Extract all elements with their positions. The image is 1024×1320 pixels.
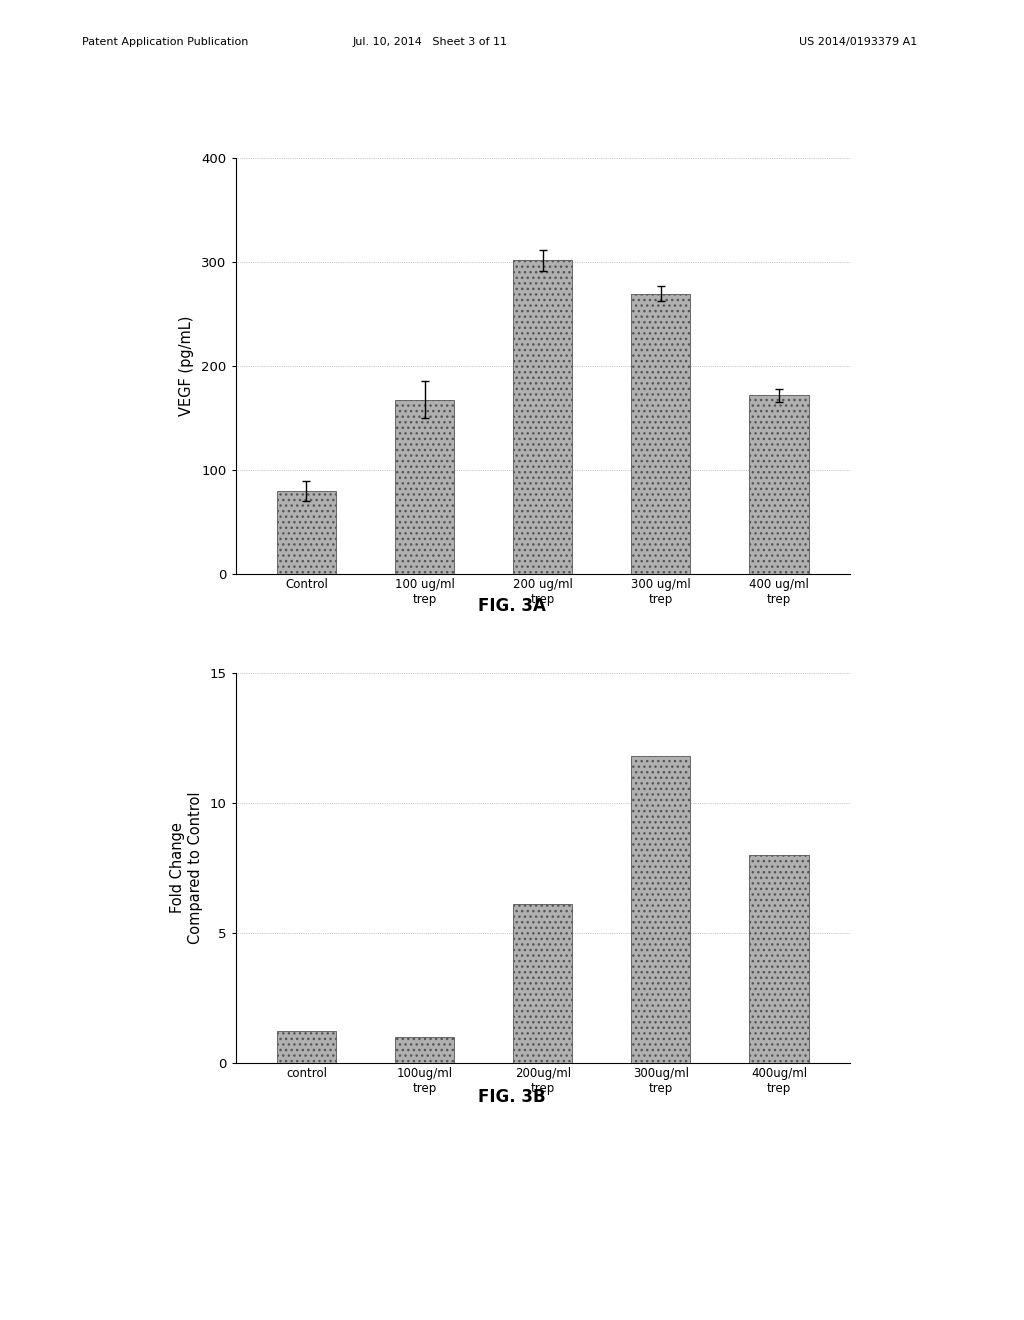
Text: Patent Application Publication: Patent Application Publication — [82, 37, 248, 48]
Bar — [395, 1036, 454, 1063]
Bar — [750, 396, 809, 574]
Bar — [632, 756, 690, 1063]
Bar — [395, 400, 454, 574]
Text: US 2014/0193379 A1: US 2014/0193379 A1 — [799, 37, 916, 48]
Text: FIG. 3A: FIG. 3A — [478, 597, 546, 615]
Bar — [513, 260, 572, 574]
Text: FIG. 3B: FIG. 3B — [478, 1088, 546, 1106]
Bar — [750, 855, 809, 1063]
Bar — [276, 491, 336, 574]
Bar — [276, 1031, 336, 1063]
Y-axis label: VEGF (pg/mL): VEGF (pg/mL) — [179, 315, 195, 417]
Text: Jul. 10, 2014   Sheet 3 of 11: Jul. 10, 2014 Sheet 3 of 11 — [352, 37, 508, 48]
Bar — [513, 904, 572, 1063]
Y-axis label: Fold Change
Compared to Control: Fold Change Compared to Control — [170, 792, 203, 944]
Bar — [632, 293, 690, 574]
